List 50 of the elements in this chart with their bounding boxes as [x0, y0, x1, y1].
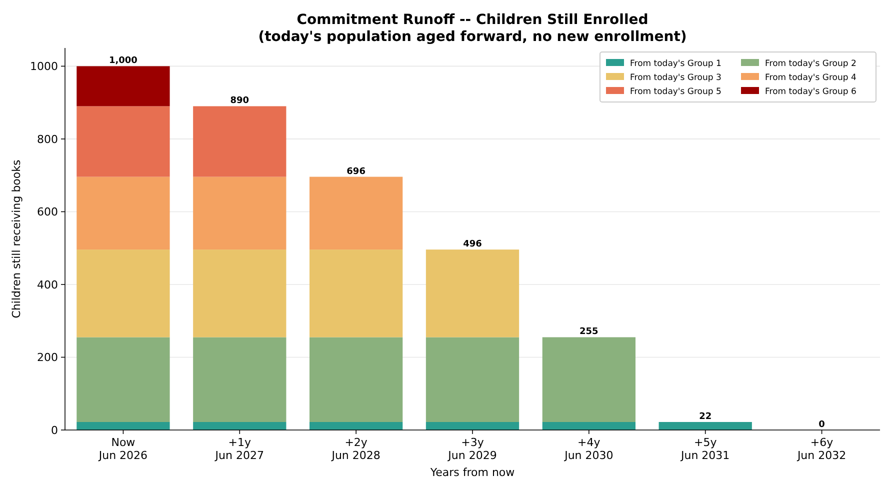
bar — [542, 422, 636, 430]
bar — [76, 176, 170, 250]
total-label: 0 — [818, 420, 825, 430]
legend-label: From today's Group 2 — [765, 58, 856, 69]
x-axis-title: Years from now — [429, 466, 515, 479]
y-tick-label: 1000 — [30, 60, 58, 74]
bar — [310, 422, 403, 430]
bar — [193, 250, 286, 338]
x-tick-label: +6y Jun 2032 — [796, 436, 846, 462]
total-label: 22 — [699, 412, 712, 422]
legend-label: From today's Group 6 — [765, 86, 856, 97]
total-label: 696 — [346, 166, 366, 177]
bar — [76, 250, 170, 338]
bar — [193, 337, 286, 422]
bar — [542, 337, 636, 422]
legend-label: From today's Group 5 — [630, 86, 722, 97]
bar — [310, 337, 403, 422]
total-label: 496 — [463, 240, 482, 250]
bar — [193, 422, 286, 430]
y-axis-title: Children still receiving books — [10, 160, 23, 318]
legend-label: From today's Group 1 — [630, 58, 722, 69]
x-tick-label: +3y Jun 2029 — [447, 436, 497, 462]
bar — [658, 422, 752, 430]
bar — [426, 337, 520, 422]
bar — [310, 250, 403, 338]
x-tick-label: +2y Jun 2028 — [330, 436, 380, 462]
legend-label: From today's Group 4 — [765, 72, 856, 83]
y-tick-label: 400 — [37, 278, 58, 292]
bar — [426, 250, 520, 338]
bar — [76, 337, 170, 422]
total-label: 255 — [580, 327, 598, 338]
bar — [76, 106, 170, 177]
y-tick-label: 800 — [37, 132, 58, 146]
chart-title: Commitment Runoff -- Children Still Enrolled (today's population aged forward, no new enrollment) — [258, 12, 687, 45]
x-tick-label: Now Jun 2026 — [98, 436, 148, 462]
y-tick-label: 200 — [37, 351, 58, 364]
x-tick-label: +5y Jun 2031 — [680, 436, 730, 462]
bar — [193, 106, 286, 177]
total-label: 890 — [230, 96, 250, 106]
total-label: 1,000 — [108, 56, 138, 66]
legend-label: From today's Group 3 — [630, 72, 722, 83]
bar — [426, 422, 520, 430]
bar — [310, 176, 403, 250]
bar — [193, 176, 286, 250]
x-tick-label: +4y Jun 2030 — [564, 436, 614, 462]
y-tick-label: 600 — [37, 206, 58, 219]
bar — [76, 66, 170, 106]
bar — [76, 422, 170, 430]
x-tick-label: +1y Jun 2027 — [214, 436, 264, 462]
y-tick-label: 0 — [51, 424, 58, 437]
